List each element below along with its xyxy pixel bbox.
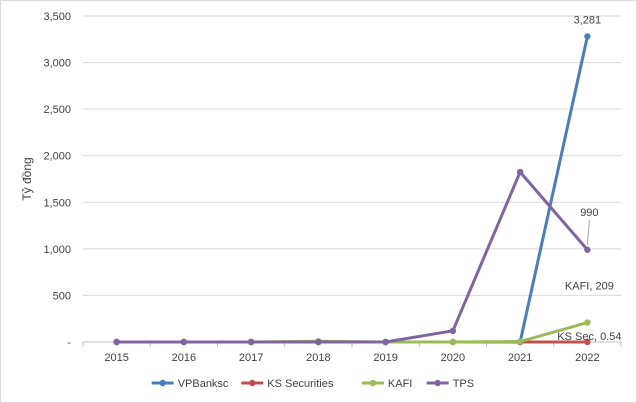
x-tick-label: 2020: [441, 352, 465, 364]
data-label: 990: [580, 207, 598, 219]
x-tick-label: 2019: [373, 352, 397, 364]
data-point-tps: [315, 338, 322, 346]
data-label: KS Sec, 0.54: [557, 331, 621, 343]
legend-label: TPS: [453, 378, 474, 390]
data-point-vpbanksc: [584, 33, 591, 40]
data-point-tps: [180, 338, 188, 346]
x-tick-label: 2015: [104, 352, 128, 364]
data-point-tps: [584, 246, 591, 253]
legend-label: VPBanksc: [178, 378, 229, 390]
data-label: 3,281: [574, 14, 602, 26]
x-tick-label: 2016: [172, 352, 196, 364]
series-line-tps: [115, 170, 589, 344]
y-tick-label: 1,000: [43, 244, 71, 256]
y-axis-title: Tỷ đồng: [20, 157, 34, 200]
series-line-kafi: [115, 321, 589, 344]
y-tick-label: 3,500: [43, 11, 71, 23]
y-tick-label: 500: [53, 290, 71, 302]
y-tick-label: 2,000: [43, 151, 71, 163]
data-point-tps: [516, 168, 524, 176]
legend-marker: [249, 379, 256, 387]
y-tick-label: 3,000: [43, 58, 71, 70]
data-label: KAFI, 209: [565, 281, 614, 293]
data-point-tps: [247, 338, 255, 346]
data-point-tps: [382, 338, 389, 346]
data-point-tps: [113, 338, 120, 346]
x-tick-label: 2021: [508, 352, 532, 364]
data-point-ks-securities: [584, 338, 591, 346]
legend-marker: [159, 379, 166, 387]
legend-label: KAFI: [388, 378, 412, 390]
series-line-vpbanksc: [115, 34, 589, 344]
legend-label: KS Securities: [267, 378, 334, 390]
x-tick-label: 2017: [239, 352, 263, 364]
x-tick-label: 2018: [306, 352, 330, 364]
legend-marker: [369, 379, 377, 387]
data-label-leader: [586, 219, 590, 245]
y-tick-label: 1,500: [43, 197, 71, 209]
data-point-kafi: [516, 338, 524, 345]
data-point-kafi: [584, 319, 591, 326]
y-tick-label: -: [67, 337, 71, 349]
data-point-kafi: [449, 338, 457, 346]
data-point-tps: [449, 327, 457, 335]
legend-marker: [434, 379, 441, 387]
y-tick-label: 2,500: [43, 104, 71, 116]
x-tick-label: 2022: [575, 352, 599, 364]
